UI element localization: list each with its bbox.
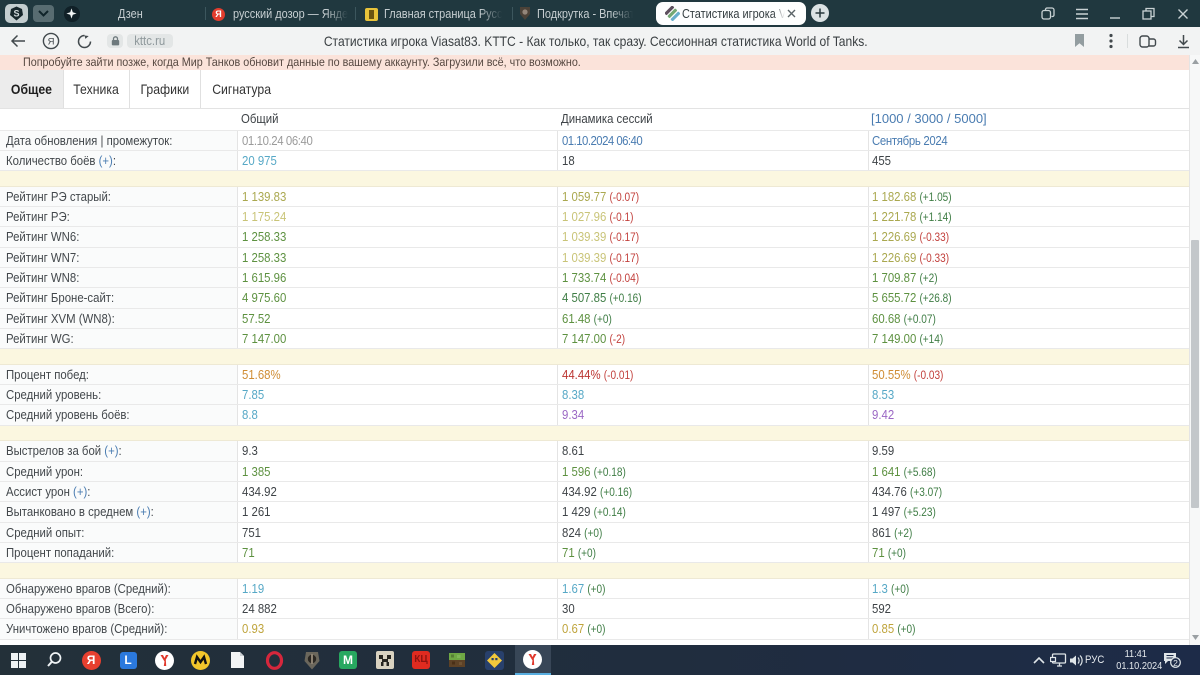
svg-text:S: S — [13, 8, 19, 18]
svg-text:2: 2 — [1173, 658, 1178, 668]
svg-text:Я: Я — [48, 37, 55, 48]
